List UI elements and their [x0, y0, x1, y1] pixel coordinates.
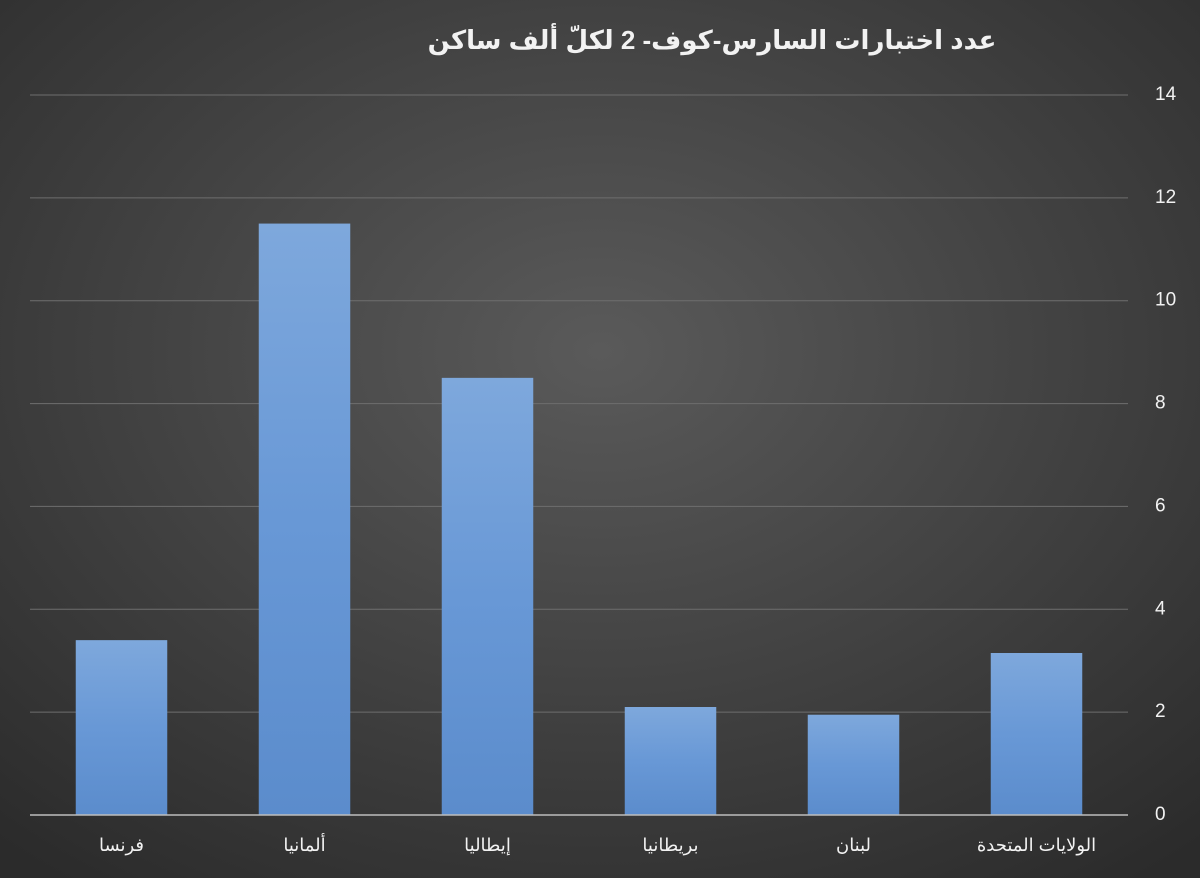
x-tick-label: لبنان	[836, 835, 871, 855]
x-tick-label: فرنسا	[99, 835, 144, 856]
bar	[807, 714, 900, 815]
bar	[990, 653, 1083, 815]
y-tick-label: 6	[1155, 495, 1166, 516]
y-tick-label: 14	[1155, 84, 1177, 105]
y-tick-label: 10	[1155, 290, 1176, 311]
x-tick-label: ألمانيا	[283, 833, 325, 855]
y-tick-label: 0	[1155, 804, 1166, 825]
y-tick-label: 4	[1155, 598, 1166, 619]
y-tick-label: 12	[1155, 187, 1176, 208]
y-tick-label: 8	[1155, 393, 1166, 414]
x-tick-label: الولايات المتحدة	[977, 835, 1096, 856]
bar	[258, 223, 351, 816]
x-tick-label: إيطاليا	[464, 835, 511, 855]
bar	[75, 640, 168, 815]
bar	[441, 377, 534, 815]
y-tick-label: 2	[1155, 701, 1166, 722]
chart-title: عدد اختبارات السارس-كوف- 2 لكلّ ألف ساكن	[428, 23, 997, 56]
bar	[624, 707, 717, 815]
x-tick-label: بريطانيا	[642, 835, 698, 856]
